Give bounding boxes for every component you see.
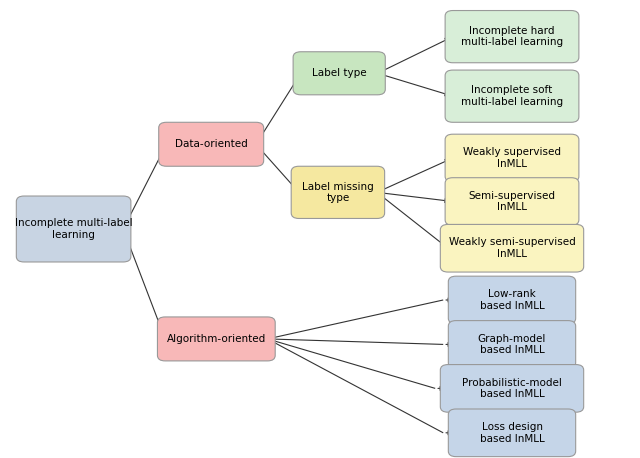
Text: Incomplete multi-label
learning: Incomplete multi-label learning	[15, 218, 132, 240]
Text: Semi-supervised
InMLL: Semi-supervised InMLL	[468, 191, 556, 213]
FancyBboxPatch shape	[448, 409, 576, 457]
Text: Graph-model
based InMLL: Graph-model based InMLL	[478, 333, 546, 355]
FancyBboxPatch shape	[159, 122, 264, 166]
Text: Loss design
based InMLL: Loss design based InMLL	[479, 422, 545, 444]
FancyBboxPatch shape	[445, 178, 579, 225]
Text: Label missing
type: Label missing type	[302, 181, 374, 203]
Text: Low-rank
based InMLL: Low-rank based InMLL	[479, 289, 545, 311]
FancyBboxPatch shape	[291, 166, 385, 218]
FancyBboxPatch shape	[445, 134, 579, 182]
Text: Data-oriented: Data-oriented	[175, 139, 248, 149]
FancyBboxPatch shape	[445, 70, 579, 122]
FancyBboxPatch shape	[440, 365, 584, 412]
FancyBboxPatch shape	[17, 196, 131, 262]
Text: Weakly supervised
InMLL: Weakly supervised InMLL	[463, 147, 561, 169]
FancyBboxPatch shape	[157, 317, 275, 361]
FancyBboxPatch shape	[448, 321, 576, 368]
Text: Probabilistic-model
based InMLL: Probabilistic-model based InMLL	[462, 377, 562, 399]
Text: Incomplete soft
multi-label learning: Incomplete soft multi-label learning	[461, 85, 563, 107]
Text: Algorithm-oriented: Algorithm-oriented	[166, 334, 266, 344]
FancyBboxPatch shape	[293, 52, 385, 95]
Text: Incomplete hard
multi-label learning: Incomplete hard multi-label learning	[461, 26, 563, 48]
FancyBboxPatch shape	[440, 224, 584, 272]
FancyBboxPatch shape	[448, 276, 576, 324]
Text: Label type: Label type	[312, 68, 367, 78]
Text: Weakly semi-supervised
InMLL: Weakly semi-supervised InMLL	[449, 237, 575, 259]
FancyBboxPatch shape	[445, 11, 579, 63]
